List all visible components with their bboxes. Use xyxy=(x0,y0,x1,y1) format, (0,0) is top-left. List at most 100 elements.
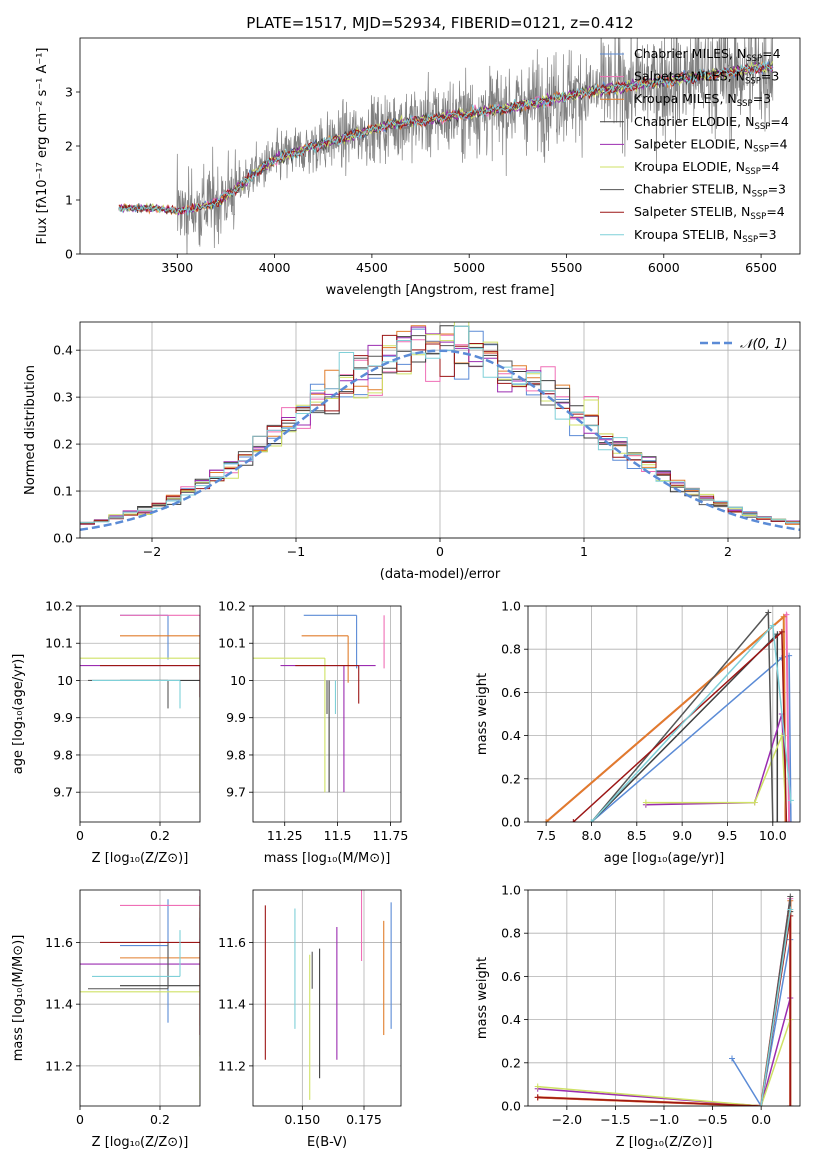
y-tick-label: 0.2 xyxy=(501,1055,521,1070)
y-tick-label: 10.1 xyxy=(45,636,73,651)
y-tick-label: 11.2 xyxy=(218,1058,246,1073)
panel-age-weight: 7.5 8.0 8.5 9.0 9.5 10.0 0.0 0.2 0.4 0.6 0.8 1.0 age… xyxy=(475,599,801,866)
y-tick-label: 9.9 xyxy=(53,710,73,725)
age-weight-marker xyxy=(570,819,577,822)
model-spectrum-kroupa-stelib xyxy=(118,60,774,216)
y-tick-label: 0.0 xyxy=(501,1099,521,1114)
x-tick-label: 8.5 xyxy=(627,828,647,843)
age-weight-marker xyxy=(780,613,787,620)
x-tick-label: 10.0 xyxy=(759,828,787,843)
panel-Z-weight: −2.0 −1.5 −1.0 −0.5 0.0 0.0 0.2 0.4 0.6 0.8 1.0 Z [… xyxy=(475,883,801,1150)
panel-Z-mass: 0 0.2 11.2 11.4 11.6 Z [log₁₀(Z/Z⊙)] mass [log… xyxy=(11,889,201,1150)
x-axis-label: Z [log₁₀(Z/Z⊙)] xyxy=(92,1135,189,1150)
panel-residuals: −2 −1 0 1 2 0.0 0.1 0.2 0.3 0.4 (data-model)/error… xyxy=(23,321,801,582)
x-axis-label: (data-model)/error xyxy=(380,567,501,582)
panel-spectrum: 3500 4000 4500 5000 5500 6000 6500 0 1 2 3 waveleng… xyxy=(35,37,801,298)
y-tick-label: 0.3 xyxy=(53,390,73,405)
age-weight-marker xyxy=(765,609,772,616)
y-tick-label: 3 xyxy=(65,85,73,100)
y-tick-label: 9.8 xyxy=(226,747,246,762)
y-tick-label: 0.4 xyxy=(501,728,521,743)
x-tick-label: −2.0 xyxy=(552,1112,582,1127)
x-tick-label: 5000 xyxy=(453,260,485,275)
y-axis-label: Flux [fλ10⁻¹⁷ erg cm⁻² s⁻¹ A⁻¹] xyxy=(35,48,50,245)
age-weight-marker xyxy=(787,797,794,804)
y-tick-label: 0.4 xyxy=(501,1012,521,1027)
y-tick-label: 10 xyxy=(230,673,246,688)
legend-label: Chabrier ELODIE, NSSP=4 xyxy=(634,114,789,132)
Z-weight-marker xyxy=(787,1103,794,1106)
y-tick-label: 0.4 xyxy=(53,343,73,358)
x-tick-label: −1 xyxy=(287,544,305,559)
y-tick-label: 10 xyxy=(57,673,73,688)
age-weight-marker xyxy=(642,799,649,806)
y-tick-label: 10.1 xyxy=(218,636,246,651)
x-tick-label: 0.150 xyxy=(284,1112,320,1127)
y-axis-label: Normed distribution xyxy=(23,365,38,495)
age-weight-line xyxy=(645,713,788,822)
legend-label: Kroupa STELIB, NSSP=3 xyxy=(634,227,777,245)
axes-frame xyxy=(252,889,402,1107)
x-tick-label: 7.5 xyxy=(536,828,556,843)
x-tick-label: 0.2 xyxy=(150,828,170,843)
x-axis-label: age [log₁₀(age/yr)] xyxy=(604,851,725,866)
panel-mass-age: 11.25 11.5 11.75 9.7 9.8 9.9 10 10.1 10.2 mass [l… xyxy=(218,599,408,867)
age-weight-line xyxy=(591,654,792,822)
x-tick-label: 0.175 xyxy=(346,1112,382,1127)
y-axis-label: mass [log₁₀(M/M⊙)] xyxy=(11,935,26,1062)
y-tick-label: 0.2 xyxy=(501,771,521,786)
x-tick-label: 2 xyxy=(724,544,732,559)
legend-label: Chabrier STELIB, NSSP=3 xyxy=(634,182,786,200)
x-tick-label: −1.0 xyxy=(649,1112,679,1127)
plot-area xyxy=(534,893,794,1106)
age-weight-marker xyxy=(769,819,776,822)
y-tick-label: 11.4 xyxy=(45,997,73,1012)
plot-area xyxy=(80,322,800,532)
x-axis-label: mass [log₁₀(M/M⊙)] xyxy=(264,851,391,866)
x-tick-label: −2 xyxy=(143,544,161,559)
x-tick-label: 6500 xyxy=(745,260,777,275)
plot-area xyxy=(543,609,794,822)
y-tick-label: 9.8 xyxy=(53,747,73,762)
x-axis-label: wavelength [Angstrom, rest frame] xyxy=(326,283,555,298)
Z-weight-marker xyxy=(534,1083,541,1090)
y-tick-label: 9.7 xyxy=(226,785,246,800)
legend-label: Kroupa ELODIE, NSSP=4 xyxy=(634,159,779,177)
x-tick-label: 4000 xyxy=(259,260,291,275)
legend-label: Salpeter MILES, NSSP=3 xyxy=(634,69,779,87)
y-axis-label: mass weight xyxy=(475,957,490,1039)
y-tick-label: 0.1 xyxy=(53,484,73,499)
x-axis-label: E(B-V) xyxy=(307,1135,347,1150)
x-tick-label: 0 xyxy=(76,828,84,843)
legend: Chabrier MILES, NSSP=4 Salpeter MILES, NS… xyxy=(600,46,789,245)
y-tick-label: 1.0 xyxy=(501,883,521,898)
x-tick-label: 0 xyxy=(76,1112,84,1127)
legend-label: Chabrier MILES, NSSP=4 xyxy=(634,46,781,64)
y-tick-label: 0.6 xyxy=(501,969,521,984)
x-tick-label: 9.5 xyxy=(718,828,738,843)
x-tick-label: 1 xyxy=(580,544,588,559)
Z-weight-marker xyxy=(787,906,794,913)
age-weight-marker xyxy=(774,819,781,822)
axes-frame xyxy=(79,889,201,1107)
y-axis-label: age [log₁₀(age/yr)] xyxy=(11,654,26,775)
age-weight-marker xyxy=(769,622,776,629)
axes-frame xyxy=(79,605,201,823)
observed-spectrum xyxy=(118,38,774,254)
x-tick-label: 11.5 xyxy=(324,828,352,843)
age-weight-line xyxy=(645,735,788,822)
y-tick-label: 2 xyxy=(65,139,73,154)
y-tick-label: 11.4 xyxy=(218,997,246,1012)
age-weight-marker xyxy=(782,819,789,822)
x-tick-label: 8.0 xyxy=(582,828,602,843)
y-tick-label: 0.6 xyxy=(501,685,521,700)
x-tick-label: 0 xyxy=(436,544,444,559)
plot-area xyxy=(80,890,200,1100)
x-tick-label: −0.5 xyxy=(697,1112,727,1127)
age-weight-marker xyxy=(588,819,595,822)
y-tick-label: 11.6 xyxy=(45,935,73,950)
x-tick-label: 6000 xyxy=(648,260,680,275)
x-axis-label: Z [log₁₀(Z/Z⊙)] xyxy=(616,1135,713,1150)
legend-label: Kroupa MILES, NSSP=3 xyxy=(634,91,771,109)
